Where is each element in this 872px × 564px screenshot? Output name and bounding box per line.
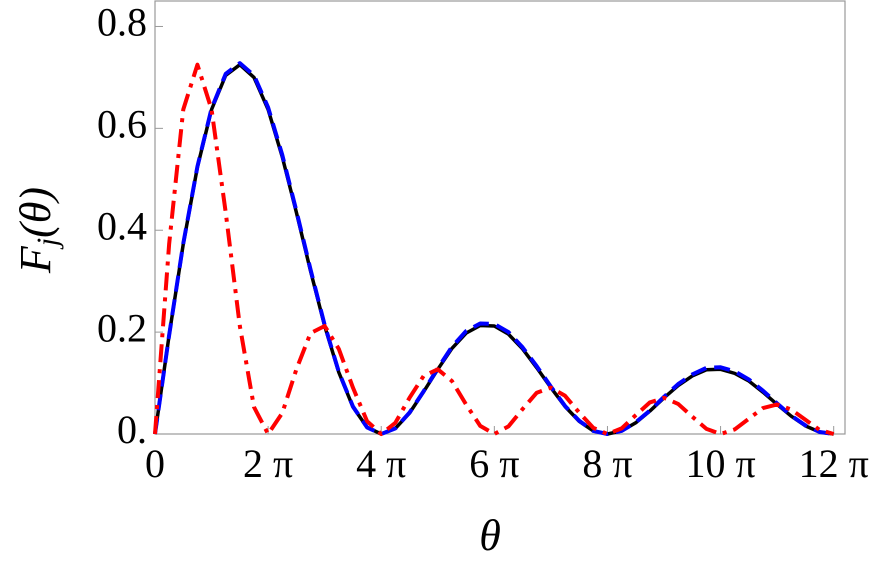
y-tick-label: 0.2 (97, 305, 147, 350)
x-tick-label: 10 π (685, 441, 755, 486)
y-tick-label: 0. (117, 407, 147, 452)
series-line (153, 61, 834, 436)
series-line (153, 62, 834, 436)
y-tick-label: 0.4 (97, 203, 147, 248)
y-label-sub: j (31, 238, 64, 250)
x-axis-label: θ (479, 511, 501, 560)
y-label-arg: (θ) (11, 187, 60, 238)
y-axis-label: Fj(θ) (11, 187, 64, 274)
x-tick-label: 6 π (469, 441, 519, 486)
series-line (153, 62, 835, 436)
y-tick-label: 0.8 (97, 0, 147, 45)
x-tick-label: 12 π (799, 441, 869, 486)
y-tick-label: 0.6 (97, 102, 147, 147)
x-tick-label: 8 π (582, 441, 632, 486)
plot-frame (154, 0, 846, 435)
y-label-main: F (11, 245, 60, 274)
x-tick-label: 4 π (356, 441, 406, 486)
x-tick-label: 0 (145, 441, 165, 486)
x-tick-label: 2 π (243, 441, 293, 486)
